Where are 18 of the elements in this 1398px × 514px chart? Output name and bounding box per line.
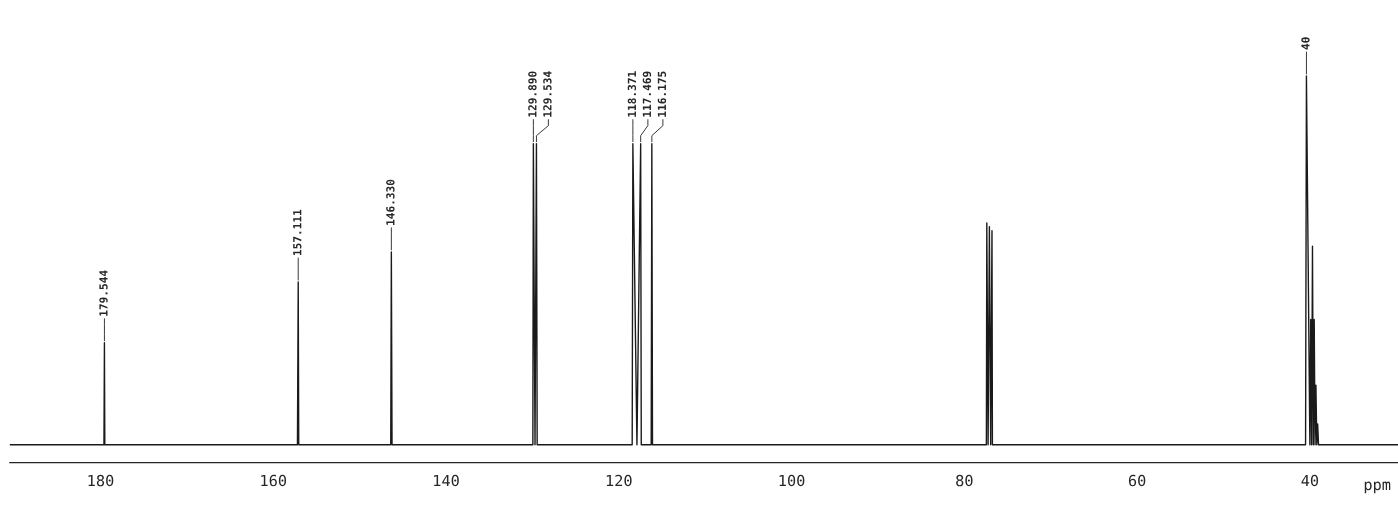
x-tick-label: 60 [1128,474,1146,487]
annotation: 146.330 [386,179,395,225]
x-tick-label: 120 [606,474,632,487]
annotation: 157.111 [293,209,302,256]
x-tick-label: 160 [261,474,287,487]
x-tick-label: 100 [779,474,805,487]
annotation: 129.534 [543,71,552,117]
annotation: 40 [1301,37,1310,50]
x-axis-title: ppm [1364,481,1391,494]
x-tick-label: 80 [956,474,973,487]
annotation: 117.469 [642,71,652,117]
x-tick-label: 40 [1301,474,1319,487]
annotation: 116.175 [657,71,667,117]
annotation: 129.890 [528,71,537,117]
annotation: 179.544 [99,270,108,316]
x-tick-label: 140 [434,474,459,487]
annotation: 118.371 [627,71,637,117]
x-tick-label: 180 [88,474,114,487]
